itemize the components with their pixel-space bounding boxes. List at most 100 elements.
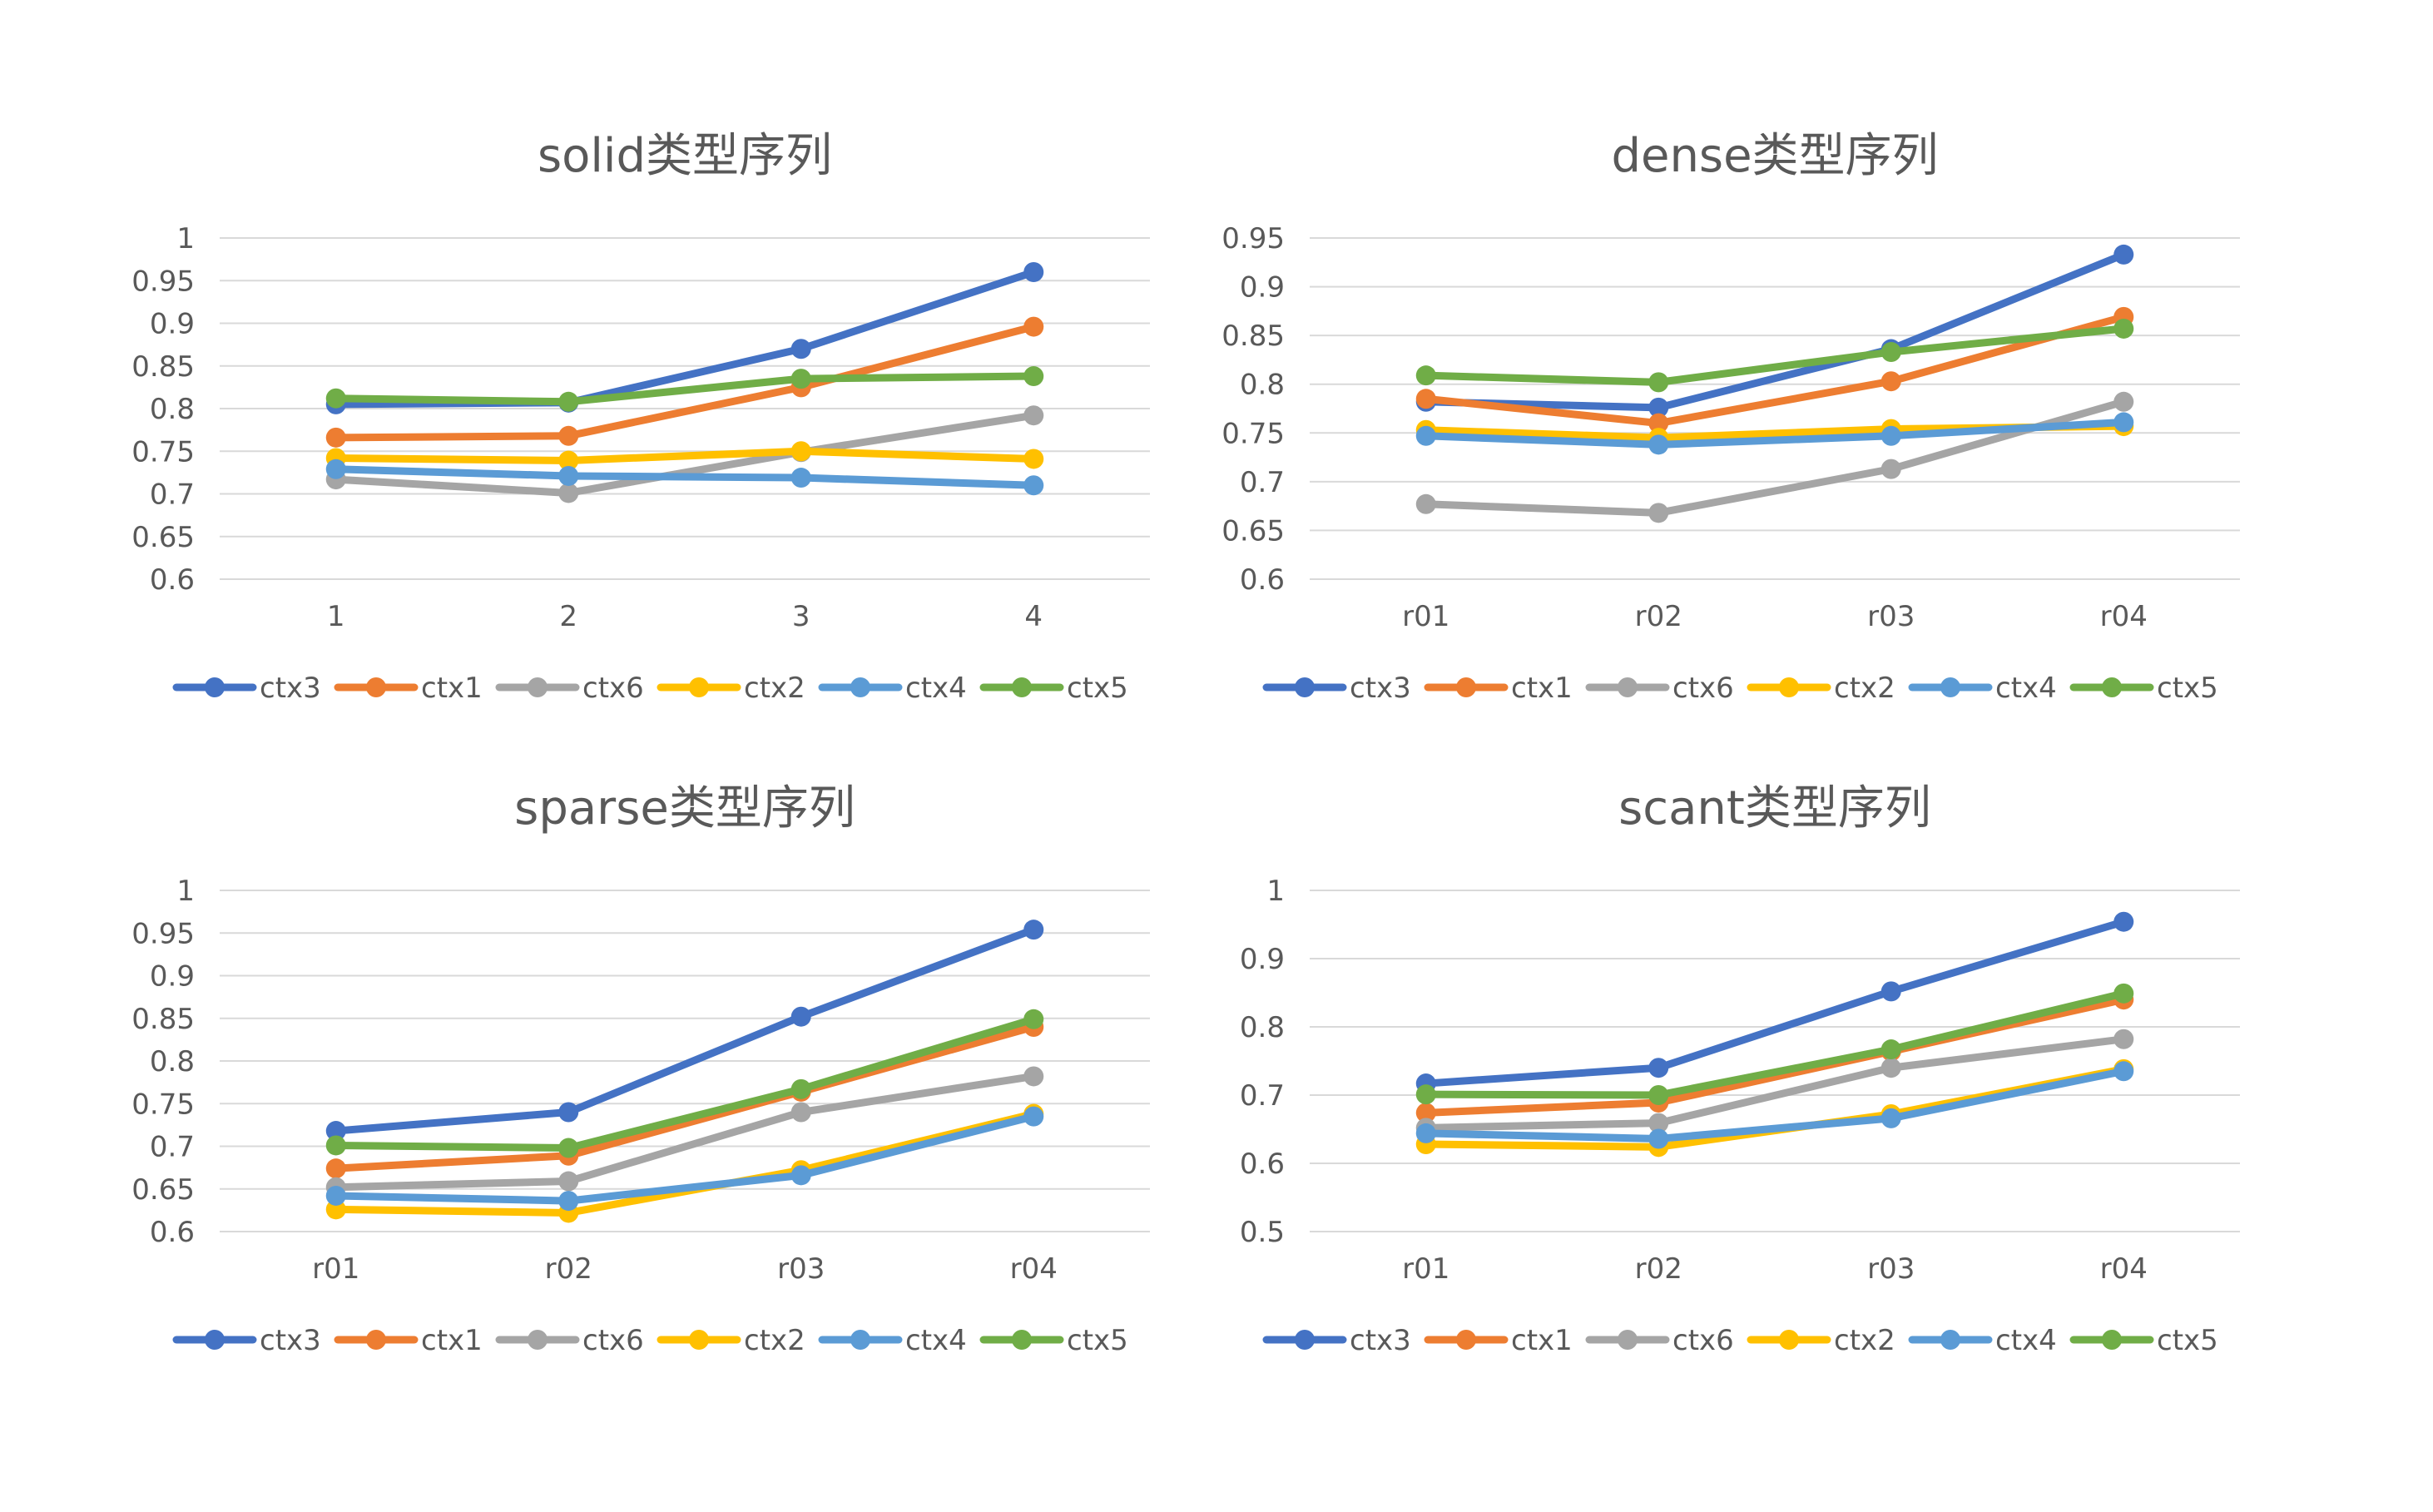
data-point	[1023, 1009, 1044, 1029]
data-point	[325, 1135, 346, 1156]
legend-item: ctx2	[657, 672, 805, 705]
data-point	[1880, 1108, 1901, 1128]
series-line	[1422, 250, 2128, 412]
chart-title: scant类型序列	[1618, 781, 1931, 835]
legend-label: ctx6	[1672, 1324, 1734, 1357]
data-point	[558, 465, 579, 486]
legend-item: ctx3	[1262, 1324, 1411, 1357]
data-point	[558, 425, 579, 446]
x-tick-label: r02	[1635, 600, 1682, 633]
legend-swatch-marker	[528, 677, 548, 697]
data-point	[1415, 365, 1436, 386]
x-tick-label: r03	[1867, 1252, 1915, 1286]
legend-item: ctx6	[495, 672, 644, 705]
series-ctx1	[325, 1017, 1044, 1179]
x-tick-label: r03	[1867, 600, 1915, 633]
legend-swatch-marker	[1456, 677, 1476, 697]
legend-item: ctx6	[1585, 1324, 1734, 1357]
legend-label: ctx1	[1511, 672, 1573, 705]
legend-swatch-marker	[1940, 677, 1960, 697]
legend-item: ctx3	[172, 1324, 321, 1357]
x-tick-label: r01	[1402, 600, 1449, 633]
chart-title: dense类型序列	[1611, 129, 1938, 183]
legend: ctx3 ctx1 ctx6 ctx2 ctx4 ctx5	[172, 672, 1128, 705]
legend-swatch-marker	[1618, 677, 1638, 697]
data-point	[1023, 475, 1044, 496]
data-point	[2113, 391, 2134, 412]
data-point	[790, 339, 811, 359]
legend-label: ctx4	[1995, 1324, 2057, 1357]
data-point	[325, 388, 346, 409]
data-point	[1880, 371, 1901, 392]
data-point	[2113, 1029, 2134, 1049]
data-point	[1415, 493, 1436, 514]
data-point	[558, 391, 579, 412]
legend-item: ctx6	[1585, 672, 1734, 705]
data-point	[1648, 1058, 1669, 1078]
y-tick-label: 0.7	[1240, 1079, 1285, 1113]
series-ctx5	[325, 1009, 1044, 1158]
x-tick-label: r01	[312, 1252, 359, 1286]
legend-label: ctx3	[1350, 672, 1411, 705]
legend-item: ctx4	[1908, 1324, 2057, 1357]
legend-item: ctx2	[657, 1324, 805, 1357]
legend-item: ctx3	[172, 672, 321, 705]
legend-item: ctx6	[495, 1324, 644, 1357]
x-tick-label: r01	[1402, 1252, 1449, 1286]
x-tick-label: r04	[2100, 1252, 2148, 1286]
y-tick-label: 0.7	[1240, 466, 1285, 499]
y-tick-label: 0.85	[131, 1003, 195, 1036]
data-point	[1023, 449, 1044, 469]
series-line	[332, 268, 1038, 409]
series-line	[332, 323, 1038, 442]
series-line	[332, 1113, 1038, 1205]
chart-title: solid类型序列	[538, 129, 832, 183]
legend-swatch-marker	[1779, 677, 1799, 697]
legend-item: ctx2	[1747, 672, 1895, 705]
y-tick-label: 1	[176, 875, 195, 908]
chart-panel-1: solid类型序列 0.6 0.65 0.7 0.75 0.8 0.85 0.9 0.95 1 1 2…	[131, 129, 1150, 705]
y-tick-label: 0.95	[131, 265, 195, 298]
legend-item: ctx1	[334, 1324, 483, 1357]
data-point	[325, 427, 346, 448]
y-tick-label: 1	[176, 222, 195, 255]
data-point	[790, 441, 811, 462]
data-point	[558, 1191, 579, 1212]
legend-item: ctx4	[1908, 672, 2057, 705]
x-tick-label: 3	[792, 600, 810, 633]
data-point	[1880, 425, 1901, 446]
legend: ctx3 ctx1 ctx6 ctx2 ctx4 ctx5	[1262, 1324, 2218, 1357]
y-tick-label: 0.6	[150, 563, 195, 597]
data-point	[1880, 981, 1901, 1002]
data-point	[790, 369, 811, 389]
legend-label: ctx2	[1834, 672, 1895, 705]
chart-panel-4: scant类型序列 0.5 0.6 0.7 0.8 0.9 1 r01 r02 r03 r04 ctx…	[1240, 781, 2240, 1357]
data-point	[1648, 503, 1669, 523]
series-line	[332, 372, 1038, 406]
series-ctx1	[1415, 989, 2134, 1123]
data-point	[1415, 389, 1436, 409]
series-ctx6	[1415, 1029, 2134, 1138]
legend-swatch-marker	[850, 1330, 870, 1350]
data-point	[325, 1158, 346, 1179]
x-tick-label: 4	[1024, 600, 1043, 633]
data-point	[1415, 1123, 1436, 1143]
y-tick-label: 0.95	[1221, 222, 1285, 255]
data-point	[790, 1165, 811, 1186]
series-ctx3	[1415, 911, 2134, 1094]
legend-label: ctx4	[905, 672, 967, 705]
series-line	[332, 1015, 1038, 1153]
y-tick-label: 0.5	[1240, 1216, 1285, 1249]
data-point	[558, 1138, 579, 1158]
legend-swatch-marker	[366, 1330, 386, 1350]
legend-swatch-marker	[1012, 1330, 1032, 1350]
legend-label: ctx5	[1067, 672, 1128, 705]
legend-label: ctx5	[2157, 1324, 2218, 1357]
series-line	[1422, 995, 2128, 1117]
legend-label: ctx3	[1350, 1324, 1411, 1357]
data-point	[1648, 1113, 1669, 1133]
legend-item: ctx3	[1262, 672, 1411, 705]
series-line	[332, 411, 1038, 497]
data-point	[1880, 459, 1901, 479]
